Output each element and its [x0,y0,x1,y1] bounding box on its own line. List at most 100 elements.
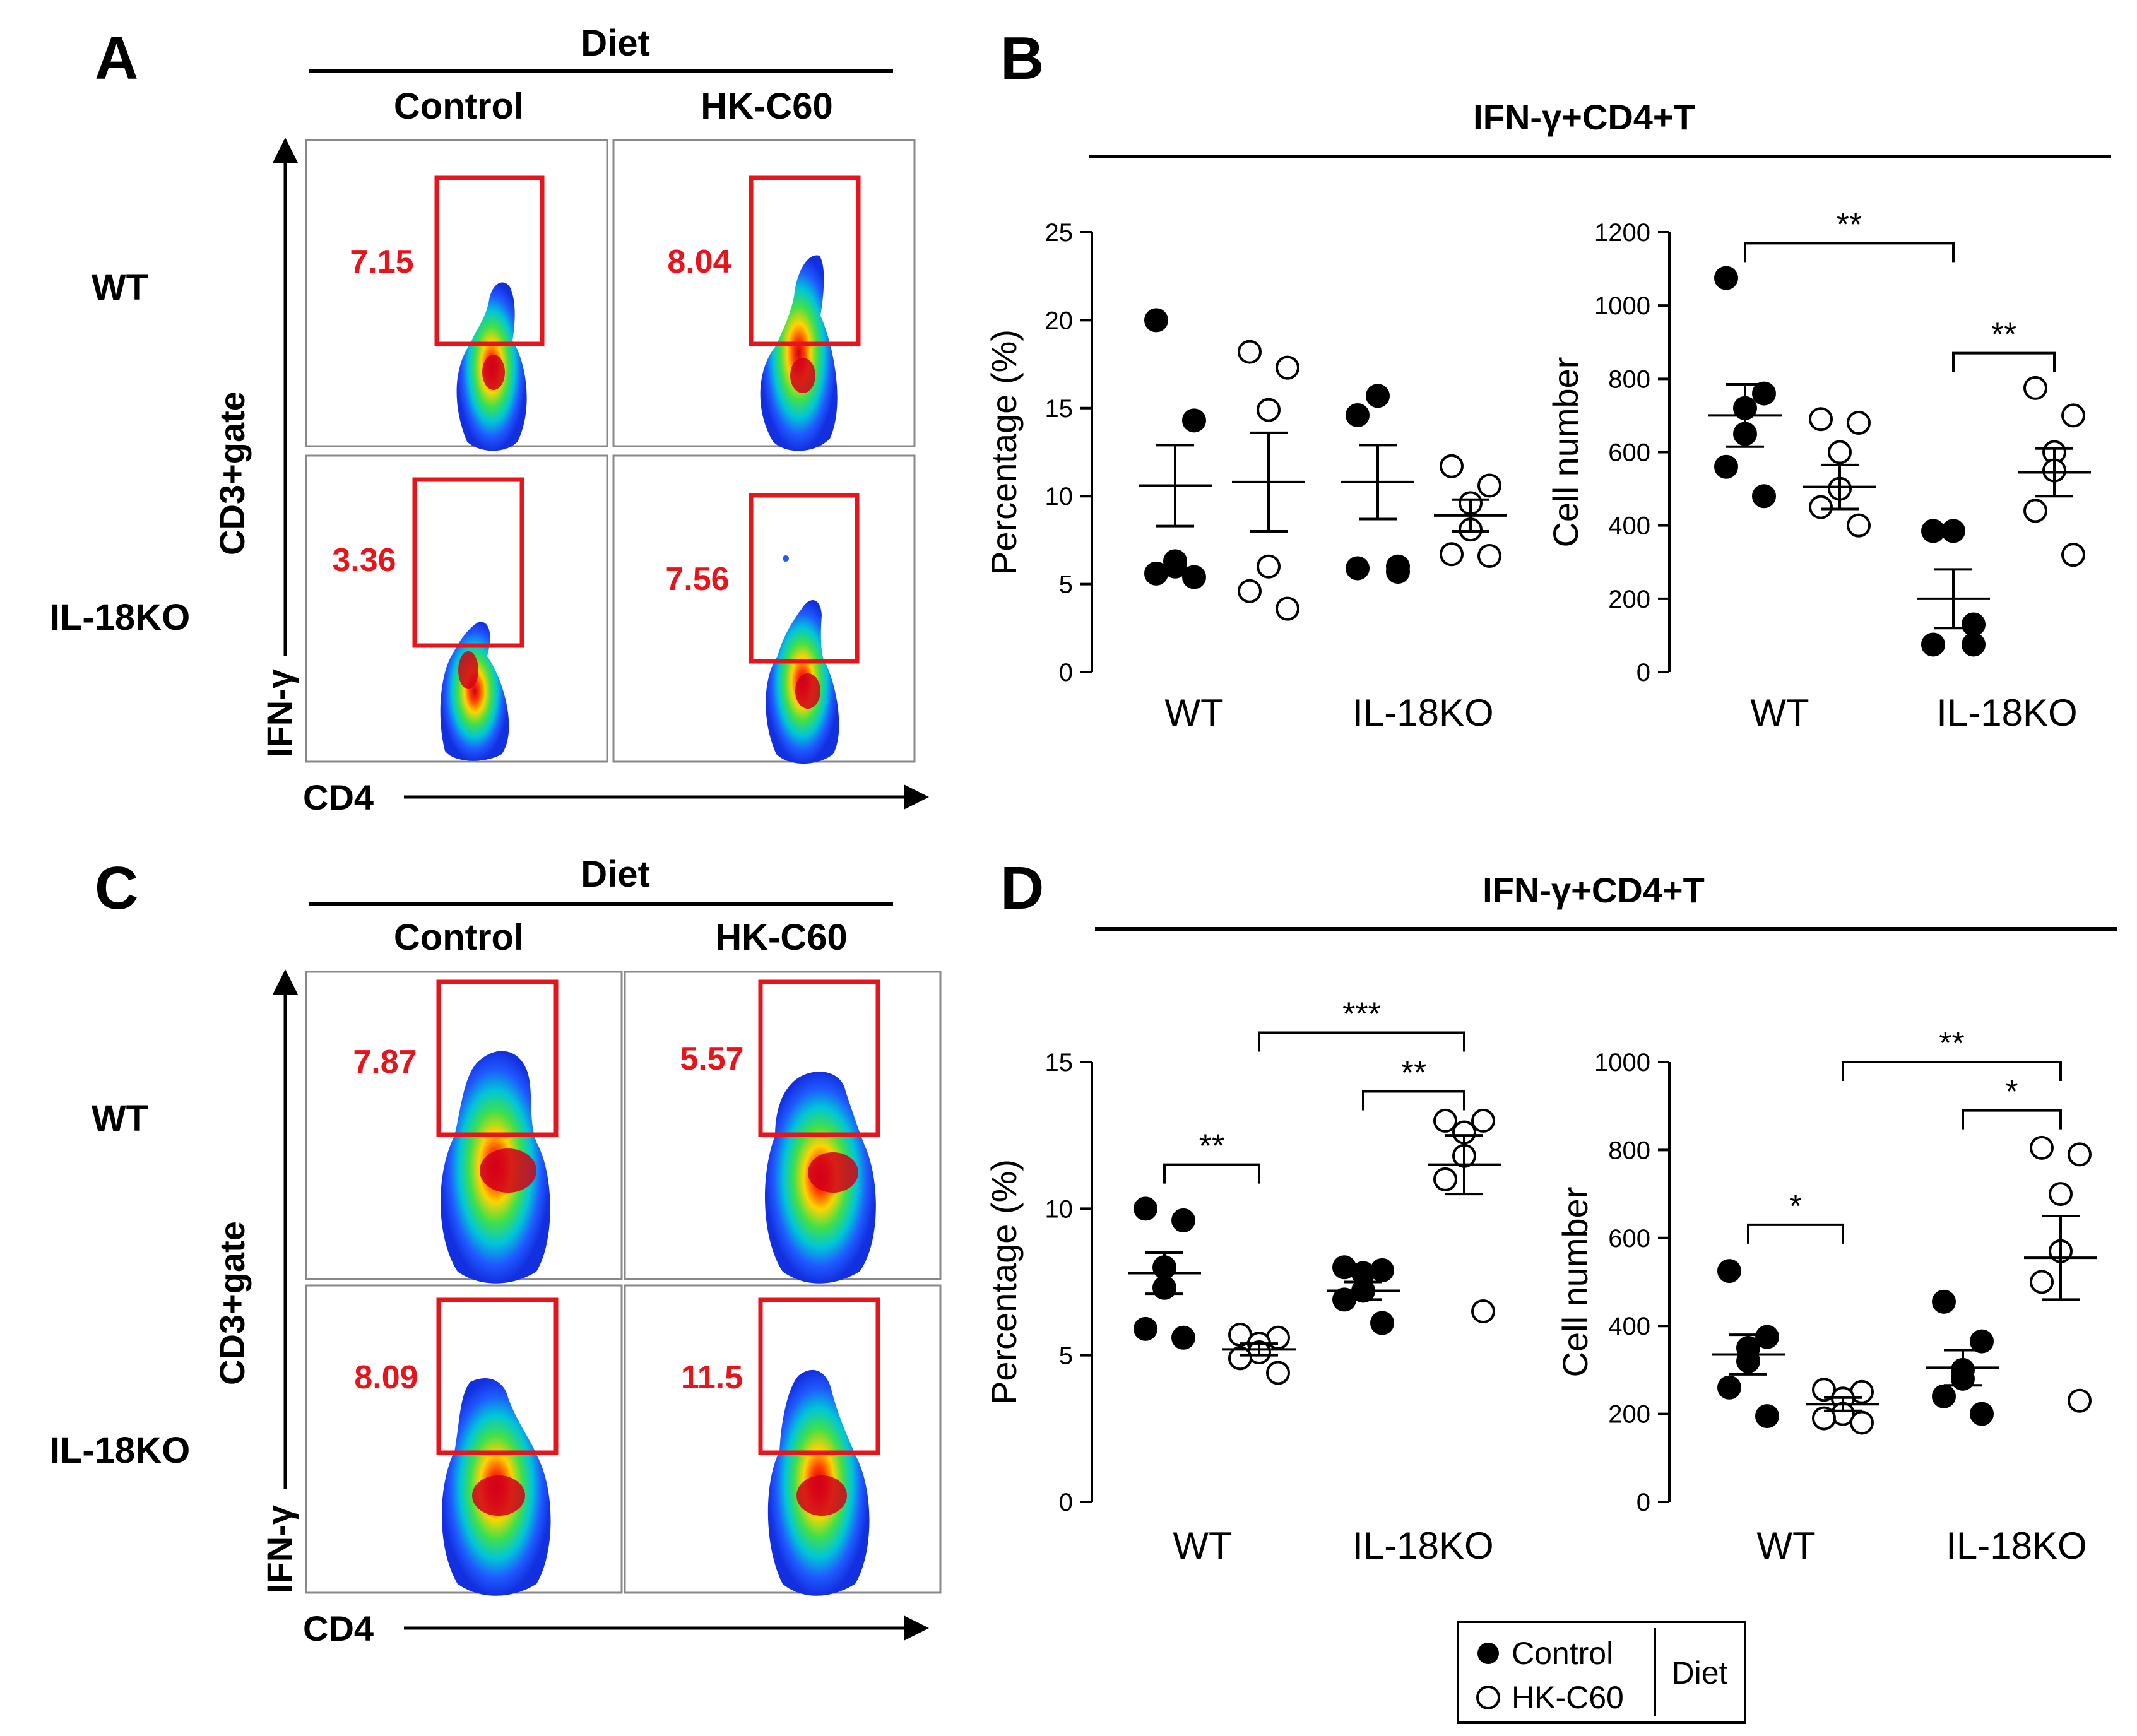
panel-c-row-wt: WT [92,1098,148,1139]
y-tick-label: 0 [1637,1489,1650,1516]
significance-bracket [1842,1061,2062,1081]
data-point-hk-c60 [2030,1135,2054,1160]
panel-a-yaxis-label: IFN-γ [259,669,299,757]
x-category-label: WT [1164,692,1223,734]
data-point-control [1962,612,1986,637]
y-tick-label: 0 [1059,1489,1073,1516]
data-point-hk-c60 [2061,403,2085,428]
y-tick-label: 15 [1045,395,1074,423]
y-axis-label: Cell number [1555,1187,1595,1378]
y-tick-label: 200 [1608,586,1650,613]
panel-c-row-il18ko: IL-18KO [50,1430,190,1471]
data-point-control [1941,519,1965,543]
gate-value: 8.04 [667,244,731,280]
data-point-hk-c60 [1238,340,1262,364]
significance-label: ** [1837,206,1862,243]
data-point-hk-c60 [1477,473,1501,498]
data-point-hk-c60 [1812,1406,1836,1431]
panel-c-plot-ko-hk: 11.5 [624,1284,942,1596]
y-tick-label: 15 [1045,1049,1074,1077]
data-point-control [1717,1259,1741,1284]
data-point-hk-c60 [1228,1346,1252,1371]
data-point-hk-c60 [2068,1142,2092,1167]
data-point-hk-c60 [1440,454,1464,478]
data-point-control [1714,454,1738,479]
data-point-control [1962,632,1986,657]
x-category-label: IL-18KO [1946,1525,2087,1567]
y-tick-label: 600 [1608,439,1650,467]
y-tick-label: 1000 [1594,1049,1650,1077]
data-point-control [1144,308,1168,333]
panel-b-letter: B [1000,25,1044,92]
data-point-hk-c60 [1266,1361,1290,1385]
data-point-hk-c60 [1847,411,1871,435]
y-tick-label: 10 [1045,483,1074,511]
gate-value: 7.15 [350,244,413,280]
panel-c-plot-wt-control: 7.87 [305,971,623,1284]
data-point-hk-c60 [2061,543,2085,567]
data-point-control [1921,519,1945,543]
panel-a-plot-wt-hk: 8.04 [612,139,916,451]
panel-b: B IFN-γ+CD4+T [1000,25,2111,158]
y-tick-label: 800 [1608,1137,1650,1164]
data-point-control [1346,556,1370,581]
legend-control-label: Control [1512,1636,1613,1671]
y-tick-label: 1000 [1594,292,1650,320]
gate-box [749,175,861,346]
panel-a-row-wt: WT [92,267,148,308]
x-category-label: WT [1173,1525,1231,1567]
y-tick-label: 400 [1608,512,1650,540]
data-point-hk-c60 [1276,355,1299,380]
data-point-hk-c60 [1809,495,1833,519]
gate-value: 11.5 [681,1359,743,1396]
significance-label: ** [1939,1025,1964,1062]
significance-bracket [1744,242,1955,263]
significance-label: *** [1342,996,1381,1033]
panel-a: A Diet Control HK-C60 WT IL-18KO CD3+gat… [50,23,929,817]
panel-b-title: IFN-γ+CD4+T [1473,97,1695,137]
significance-bracket [1163,1163,1260,1184]
y-axis-label: Cell number [1546,357,1585,548]
significance-label: ** [1991,317,2016,353]
x-category-label: IL-18KO [1353,1525,1493,1567]
panel-c-diet-label: Diet [581,854,650,895]
gate-value: 7.56 [665,561,729,598]
data-point-hk-c60 [2023,375,2047,400]
legend: Control HK-C60 Diet [1457,1621,1746,1724]
data-point-hk-c60 [1847,513,1871,538]
data-point-control [1932,1384,1956,1408]
significance-bracket [1747,1223,1844,1244]
panel-a-gate-label: CD3+gate [212,391,252,555]
gate-box [434,175,545,346]
panel-c: C Diet Control HK-C60 WT IL-18KO CD3+gat… [50,854,942,1648]
data-point-control [1134,1316,1157,1341]
gate-box [436,1297,559,1455]
data-point-hk-c60 [2068,1388,2092,1413]
data-point-hk-c60 [1477,543,1501,568]
data-point-control [1755,1404,1779,1429]
panel-a-row-il18ko: IL-18KO [50,597,190,638]
significance-bracket [1962,1109,2062,1130]
y-tick-label: 0 [1637,659,1650,687]
panel-c-plot-ko-control: 8.09 [305,1284,623,1596]
data-point-hk-c60 [2049,1182,2073,1207]
gate-value: 5.57 [680,1041,743,1077]
data-point-control [1144,561,1168,586]
panel-c-xaxis-label: CD4 [303,1609,374,1648]
y-tick-label: 0 [1059,659,1073,687]
data-point-control [1171,1325,1195,1350]
legend-hk-label: HK-C60 [1512,1680,1624,1715]
data-point-control [1970,1402,1994,1426]
data-point-hk-c60 [1433,1167,1457,1191]
significance-bracket [1362,1090,1465,1111]
data-point-control [1182,408,1206,433]
y-tick-label: 5 [1059,571,1073,599]
data-point-hk-c60 [1809,407,1833,432]
panel-a-letter: A [95,25,138,92]
y-tick-label: 10 [1045,1195,1074,1223]
panel-a-diet-label: Diet [581,23,650,64]
data-point-control [1171,1208,1195,1232]
panel-d-letter: D [1000,854,1044,922]
